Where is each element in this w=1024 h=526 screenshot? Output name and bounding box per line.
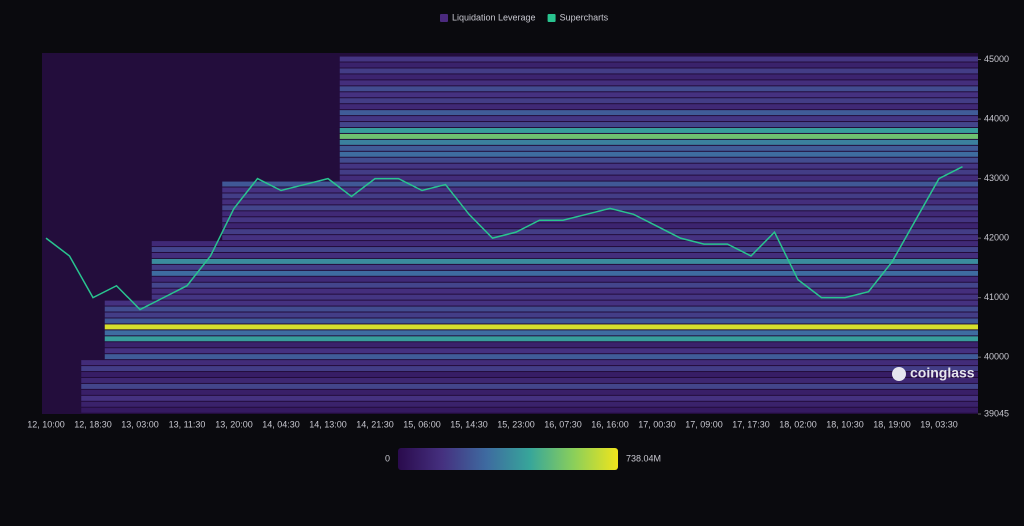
heat-band: [81, 389, 978, 395]
heat-band: [339, 98, 978, 104]
heat-band: [81, 366, 978, 372]
x-tick-label: 16, 16:00: [591, 419, 629, 429]
heat-band: [81, 407, 978, 413]
heat-band: [339, 175, 978, 181]
heat-band: [222, 229, 978, 235]
x-tick-label: 18, 19:00: [873, 419, 911, 429]
y-tick-label: 42000: [984, 232, 1009, 242]
x-tick-label: 13, 11:30: [169, 419, 206, 429]
legend-swatch: [547, 14, 556, 22]
heat-band: [339, 74, 978, 80]
heat-band: [104, 300, 978, 306]
heat-band: [339, 151, 978, 157]
y-tick-label: 40000: [984, 352, 1009, 362]
heat-band: [151, 270, 978, 276]
heat-band: [222, 199, 978, 205]
x-tick-label: 15, 23:00: [497, 419, 535, 429]
heat-band: [222, 187, 978, 193]
heat-band: [104, 324, 978, 330]
heat-band: [104, 348, 978, 354]
y-tick-label: 43000: [984, 173, 1009, 183]
heat-band: [339, 110, 978, 116]
legend-swatch: [440, 14, 448, 22]
heat-band: [151, 288, 978, 294]
heat-band: [151, 241, 978, 247]
heat-band: [339, 157, 978, 163]
watermark-logo: [892, 367, 906, 381]
x-tick-label: 12, 18:30: [74, 419, 112, 429]
x-tick-label: 14, 04:30: [262, 419, 300, 429]
heat-band: [222, 181, 978, 187]
heat-band: [339, 104, 978, 110]
y-tick-label: 45000: [984, 54, 1009, 64]
heat-band: [104, 318, 978, 324]
plot-area: [42, 53, 978, 414]
heat-band: [339, 145, 978, 151]
heat-band: [339, 163, 978, 169]
heat-band: [222, 211, 978, 217]
heat-band: [104, 306, 978, 312]
x-tick-label: 17, 09:00: [685, 419, 723, 429]
heat-band: [222, 193, 978, 199]
heat-band: [339, 68, 978, 74]
x-tick-label: 18, 10:30: [826, 419, 864, 429]
colorbar-tick-label: 738.04M: [626, 453, 661, 463]
heat-band: [104, 312, 978, 318]
heat-band: [151, 252, 978, 258]
x-tick-label: 18, 02:00: [779, 419, 817, 429]
x-tick-label: 13, 03:00: [121, 419, 159, 429]
heat-band: [222, 217, 978, 223]
heat-band: [339, 127, 978, 133]
heat-band: [81, 395, 978, 401]
heat-band: [339, 86, 978, 92]
x-tick-label: 14, 21:30: [356, 419, 394, 429]
colorbar-tick-label: 0: [385, 453, 390, 463]
heat-band: [104, 330, 978, 336]
y-tick-label: 41000: [984, 292, 1009, 302]
x-tick-label: 15, 06:00: [403, 419, 441, 429]
heat-band: [81, 360, 978, 366]
heat-band: [151, 276, 978, 282]
legend-label: Liquidation Leverage: [452, 12, 536, 22]
heat-band: [151, 264, 978, 270]
heat-band: [151, 247, 978, 252]
heat-band: [222, 235, 978, 241]
x-tick-label: 17, 00:30: [638, 419, 676, 429]
x-tick-label: 13, 20:00: [215, 419, 253, 429]
x-tick-label: 12, 10:00: [27, 419, 65, 429]
heat-band: [339, 139, 978, 145]
legend-label: Supercharts: [560, 12, 609, 22]
heat-band: [81, 401, 978, 407]
heat-band: [339, 92, 978, 98]
heat-band: [104, 354, 978, 360]
price-line: [45, 166, 963, 311]
heat-band: [81, 377, 978, 383]
x-tick-label: 16, 07:30: [544, 419, 582, 429]
heat-band: [339, 122, 978, 127]
heat-band: [339, 116, 978, 122]
x-tick-label: 14, 13:00: [309, 419, 347, 429]
y-tick-label: 39045: [984, 408, 1009, 418]
colorbar: [398, 448, 618, 470]
heat-band: [81, 372, 978, 377]
heat-band: [151, 258, 978, 264]
heat-band: [104, 336, 978, 342]
heat-band: [339, 133, 978, 139]
heat-band: [222, 223, 978, 229]
watermark: coinglass: [910, 365, 975, 381]
x-tick-label: 19, 03:30: [920, 419, 958, 429]
heat-band: [339, 56, 978, 62]
heat-band: [151, 282, 978, 288]
x-tick-label: 17, 17:30: [732, 419, 770, 429]
heat-band: [339, 169, 978, 175]
heat-band: [222, 205, 978, 211]
x-tick-label: 15, 14:30: [450, 419, 488, 429]
heat-band: [151, 294, 978, 300]
heat-band: [104, 342, 978, 348]
y-tick-label: 44000: [984, 113, 1009, 123]
heat-band: [339, 80, 978, 86]
heat-band: [339, 62, 978, 68]
heat-band: [81, 383, 978, 389]
